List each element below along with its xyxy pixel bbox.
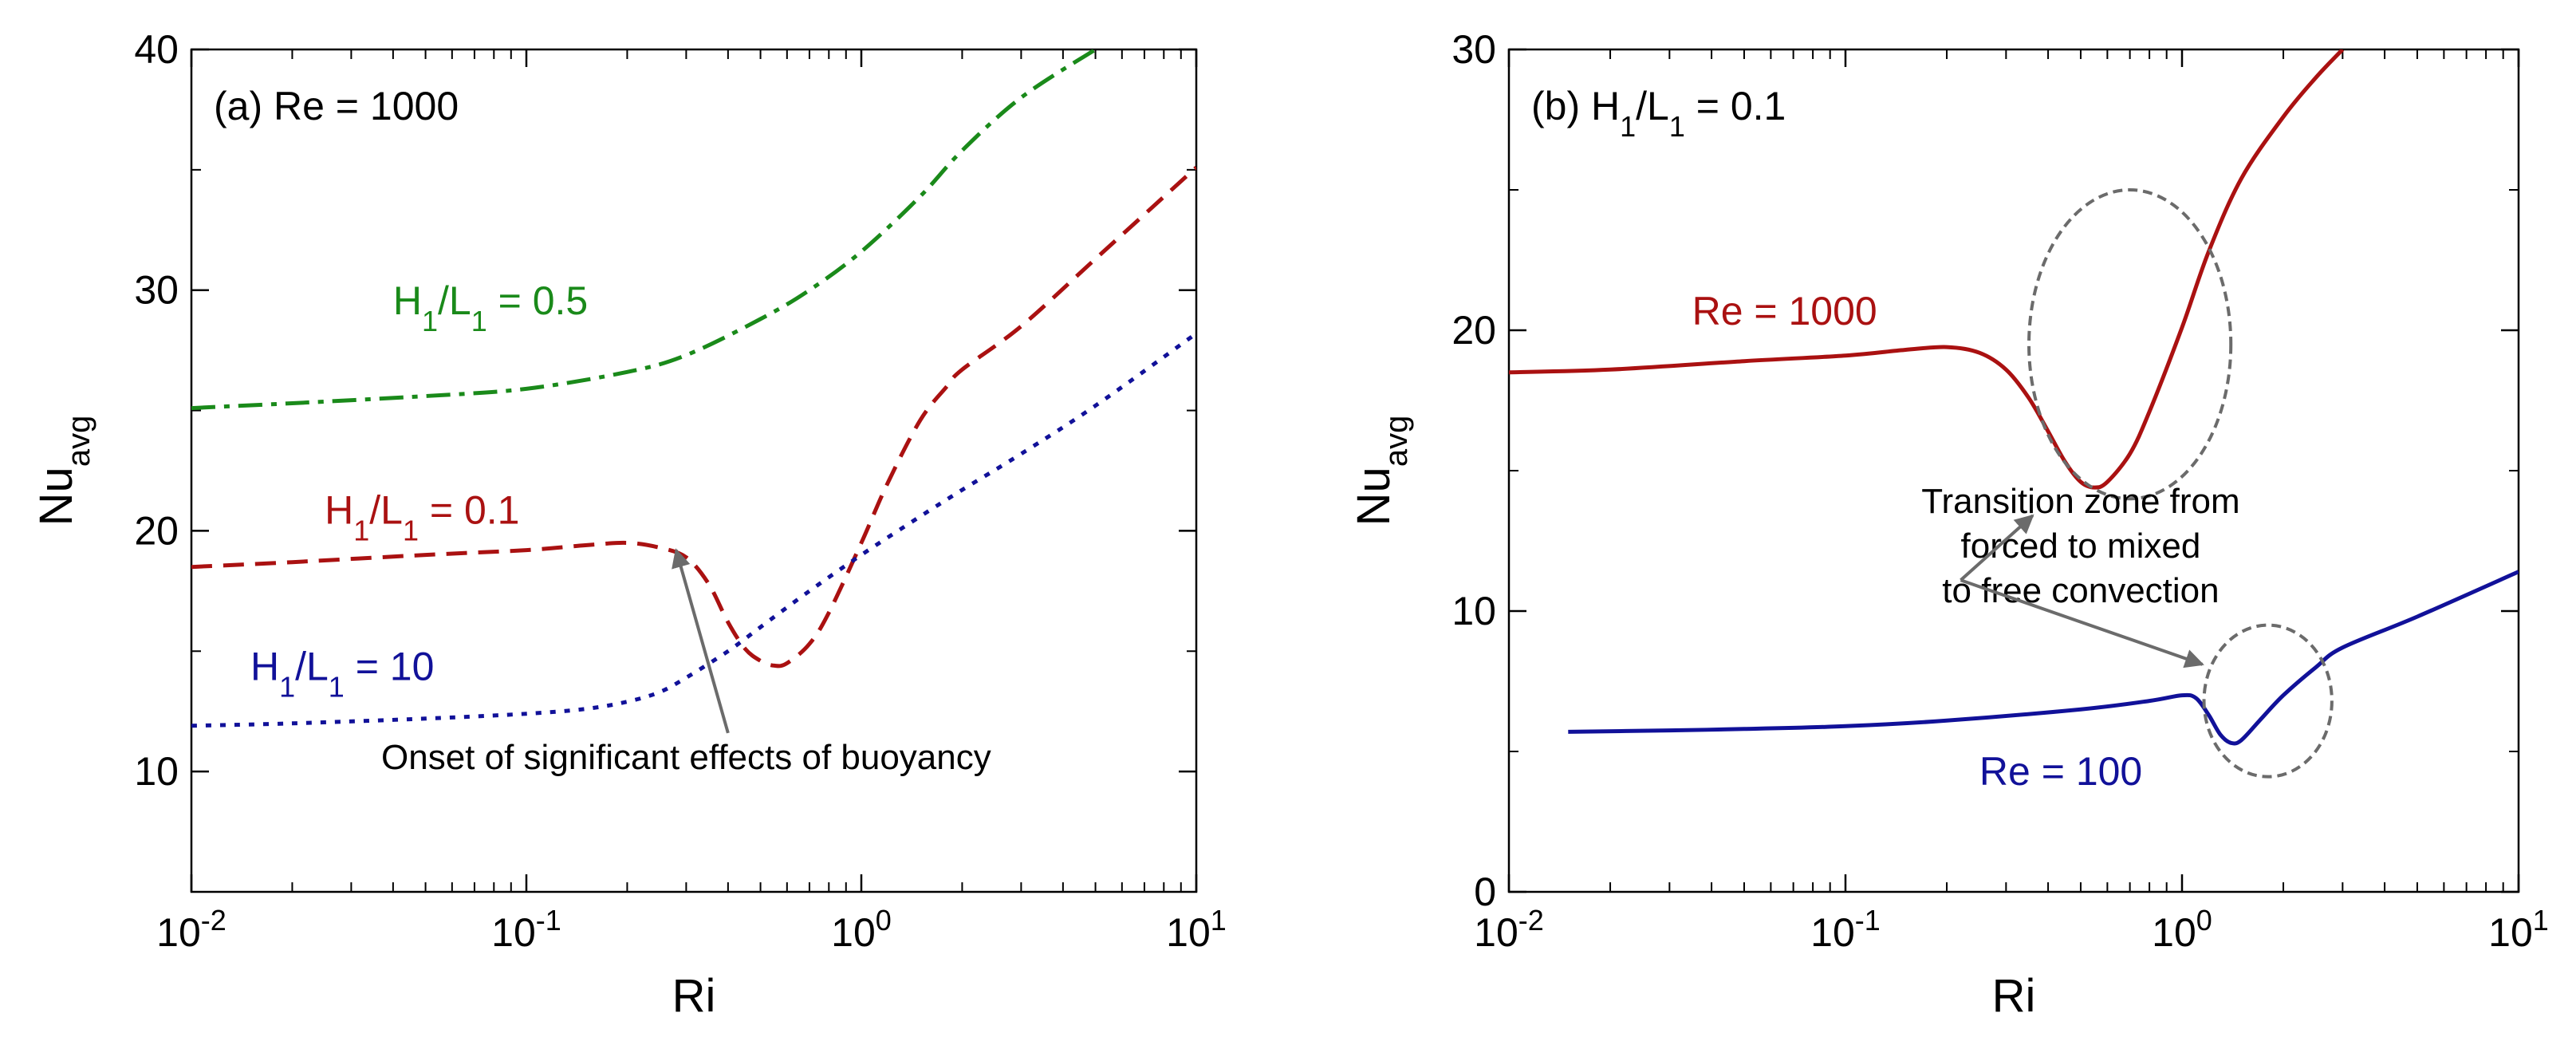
series-label-0: Re = 1000 (1692, 289, 1877, 333)
x-ticks: 10-2 10-1 100 101 (156, 49, 1227, 955)
series-label-0: H1/L1 = 0.5 (393, 278, 588, 337)
panel-title: (b) H1/L1 = 0.1 (1531, 84, 1786, 143)
x-tick-label: 10-2 (1474, 904, 1544, 956)
series-line-0 (1509, 49, 2345, 490)
annotation-text-line: to free convection (1942, 571, 2219, 610)
series-group (191, 49, 1196, 728)
series-line-0 (191, 49, 1097, 411)
x-tick-label: 101 (2488, 904, 2549, 956)
series-label-1: Re = 100 (1979, 749, 2142, 794)
y-axis-label: Nuavg (1348, 416, 1414, 526)
series-line-1 (191, 165, 1196, 668)
y-axis-label: Nuavg (30, 416, 97, 526)
y-ticks: 0 10 20 30 (1451, 27, 2519, 914)
y-tick-label: 20 (134, 508, 179, 553)
x-tick-label: 100 (2152, 904, 2212, 956)
x-tick-label: 10-2 (156, 904, 226, 956)
x-tick-label: 101 (1166, 904, 1227, 956)
y-tick-label: 30 (1451, 27, 1496, 72)
y-tick-label: 0 (1474, 870, 1496, 914)
y-tick-label: 40 (134, 27, 179, 72)
x-axis-label: Ri (672, 970, 716, 1022)
annotation-arrow-2 (1960, 578, 2204, 668)
series-group (1509, 49, 2519, 746)
y-ticks: 10 20 30 40 (134, 27, 1196, 893)
x-ticks: 10-2 10-1 100 101 (1474, 49, 2549, 955)
x-tick-label: 10-1 (491, 904, 561, 956)
annotation-text-line: Transition zone from (1921, 482, 2239, 521)
x-tick-label: 10-1 (1810, 904, 1881, 956)
series-line-1 (1568, 570, 2519, 746)
y-tick-label: 10 (134, 749, 179, 794)
series-line-2 (191, 331, 1196, 728)
panel-a: 10-2 10-1 100 101 10 20 30 40 Ri Nuavg (a) Re = 10… (30, 27, 1227, 1022)
annotation-arrow-1 (1960, 514, 2034, 582)
annotation-arrow (672, 548, 730, 734)
plot-frame (190, 48, 1198, 893)
y-tick-label: 30 (134, 268, 179, 313)
panel-title: (a) Re = 1000 (214, 84, 459, 128)
series-label-1: H1/L1 = 0.1 (325, 487, 519, 546)
highlight-circle-1 (2202, 623, 2334, 779)
y-tick-label: 20 (1451, 308, 1496, 353)
y-tick-label: 10 (1451, 589, 1496, 633)
x-axis-label: Ri (1992, 970, 2036, 1022)
series-label-2: H1/L1 = 10 (250, 644, 434, 703)
annotation-text: Onset of significant effects of buoyancy (381, 738, 991, 777)
x-tick-label: 100 (831, 904, 892, 956)
highlight-circle-0 (2027, 188, 2233, 501)
